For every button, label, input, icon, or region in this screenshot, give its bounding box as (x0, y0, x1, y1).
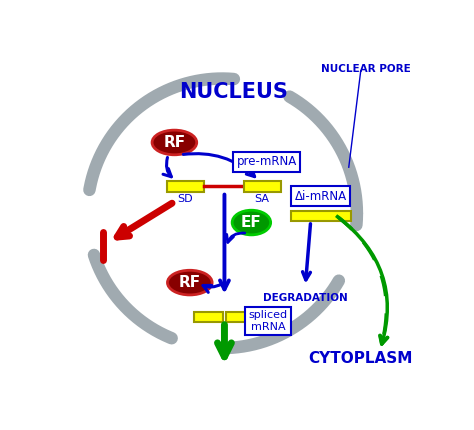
FancyBboxPatch shape (244, 181, 281, 192)
Text: CYTOPLASM: CYTOPLASM (309, 350, 413, 366)
Ellipse shape (152, 130, 197, 155)
FancyBboxPatch shape (167, 181, 204, 192)
Text: pre-mRNA: pre-mRNA (237, 155, 297, 168)
Text: SA: SA (255, 194, 270, 204)
Ellipse shape (232, 210, 271, 235)
Text: RF: RF (179, 275, 201, 290)
FancyBboxPatch shape (291, 211, 351, 221)
Text: EF: EF (241, 215, 262, 230)
Text: DEGRADATION: DEGRADATION (263, 293, 347, 303)
Ellipse shape (167, 270, 212, 295)
FancyBboxPatch shape (226, 312, 255, 322)
Text: NUCLEAR PORE: NUCLEAR PORE (321, 64, 411, 74)
Text: SD: SD (177, 194, 193, 204)
Text: Δi-mRNA: Δi-mRNA (295, 190, 347, 203)
Text: NUCLEUS: NUCLEUS (179, 82, 288, 101)
FancyBboxPatch shape (194, 312, 223, 322)
Text: spliced
mRNA: spliced mRNA (249, 310, 288, 332)
Text: RF: RF (164, 135, 185, 150)
